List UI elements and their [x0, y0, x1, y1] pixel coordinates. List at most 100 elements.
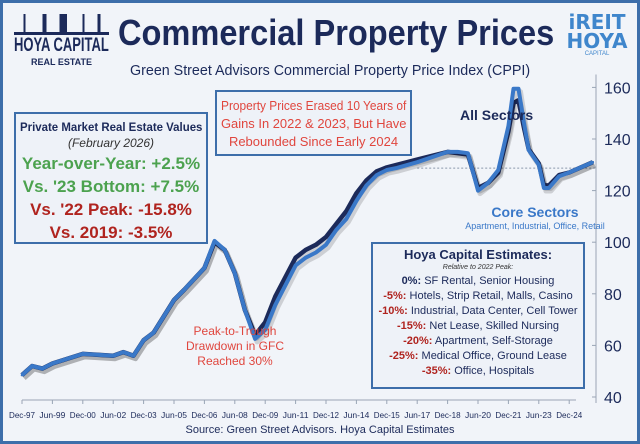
data-point	[568, 171, 571, 174]
data-point	[294, 264, 297, 267]
data-point	[132, 354, 135, 357]
callout-line: Gains In 2022 & 2023, But Have	[221, 116, 407, 131]
estimate-row: 0%: SF Rental, Senior Housing	[377, 274, 579, 289]
data-point	[334, 228, 338, 232]
data-point	[314, 243, 318, 246]
stats-date: (February 2026)	[67, 136, 155, 150]
data-point	[517, 87, 520, 90]
estimate-pct: -5%:	[383, 290, 407, 302]
estimate-sectors: Industrial, Data Center, Cell Tower	[410, 305, 578, 317]
estimate-pct: -35%:	[421, 365, 452, 377]
data-point	[375, 173, 378, 177]
x-tick-label: Dec-03	[131, 410, 157, 420]
data-point	[355, 199, 358, 203]
data-point	[112, 354, 115, 357]
data-point	[213, 239, 216, 243]
estimate-sectors: Hotels, Strip Retail, Malls, Casino	[409, 290, 573, 302]
data-point	[51, 362, 54, 365]
data-point	[395, 166, 399, 170]
hoya-capital-logo: HOYA CAPITAL REAL ESTATE	[14, 14, 109, 67]
data-point	[365, 179, 368, 182]
estimate-pct: -15%:	[396, 320, 427, 332]
stat-yoy: Year-over-Year: +2.5%	[21, 154, 201, 173]
stat-vs-22-peak: Vs. '22 Peak: -15.8%	[30, 200, 192, 219]
chart-subtitle: Green Street Advisors Commercial Propert…	[130, 62, 531, 79]
estimate-row: -25%: Medical Office, Ground Lease	[377, 349, 579, 364]
data-point	[20, 373, 24, 377]
x-tick-label: Dec-97	[9, 410, 35, 420]
estimate-sectors: SF Rental, Senior Housing	[424, 275, 555, 287]
data-point	[557, 174, 561, 178]
data-point	[507, 124, 510, 128]
callout-box: Property Prices Erased 10 Years of Gains…	[215, 90, 412, 156]
gfc-line: Drawdown in GFC	[185, 339, 285, 353]
data-point	[81, 352, 85, 356]
logo-right-line3: CAPITAL	[584, 51, 610, 57]
x-tick-label: Jun-14	[343, 410, 369, 420]
data-point	[512, 87, 515, 90]
data-point	[41, 367, 44, 370]
data-point	[253, 337, 257, 341]
estimate-sectors: Apartment, Self-Storage	[434, 335, 553, 347]
estimate-sectors: Net Lease, Skilled Nursing	[429, 320, 560, 332]
core-sectors-sublabel: Apartment, Industrial, Office, Retail	[465, 221, 605, 231]
logo-right-line1: iREIT	[568, 10, 626, 34]
estimate-pct: -10%:	[378, 305, 408, 317]
data-point	[334, 222, 338, 226]
data-point	[345, 217, 348, 221]
data-point	[547, 186, 551, 190]
data-point	[264, 320, 267, 324]
x-tick-label: Jun-05	[161, 410, 187, 420]
data-point	[446, 150, 449, 154]
chart-title: Commercial Property Prices	[118, 12, 555, 53]
data-point	[345, 210, 348, 213]
ireit-hoya-logo: iREIT HOYA CAPITAL	[564, 12, 630, 58]
stat-vs-2019: Vs. 2019: -3.5%	[49, 223, 173, 242]
x-tick-label: Dec-12	[313, 410, 339, 420]
estimate-row: -5%: Hotels, Strip Retail, Malls, Casino	[377, 289, 579, 304]
data-point	[456, 150, 459, 154]
data-point	[182, 288, 186, 292]
estimate-row: -15%: Net Lease, Skilled Nursing	[377, 319, 579, 334]
y-tick-label: 160	[604, 80, 631, 97]
data-point	[466, 151, 470, 155]
data-point	[274, 303, 277, 307]
data-point	[203, 266, 206, 270]
estimate-pct: -25%:	[389, 350, 419, 362]
x-tick-label: Dec-00	[70, 410, 96, 420]
logo-right-line2: HOYA	[566, 29, 628, 53]
data-point	[497, 168, 500, 172]
data-point	[522, 119, 525, 123]
data-point	[324, 235, 328, 239]
callout-line: Property Prices Erased 10 Years of	[221, 98, 407, 113]
data-point	[152, 331, 155, 334]
data-point	[30, 364, 34, 368]
estimate-sectors: Office, Hospitals	[454, 365, 535, 377]
logo-left-line2: REAL ESTATE	[30, 57, 92, 67]
estimate-sectors: Medical Office, Ground Lease	[421, 350, 567, 362]
gfc-annotation: Peak-to-Trough Drawdown in GFC Reached 3…	[160, 324, 310, 369]
logo-left-line1: HOYA CAPITAL	[14, 35, 109, 56]
gfc-line: Reached 30%	[197, 354, 273, 368]
data-point	[395, 163, 399, 166]
private-market-values-box: Private Market Real Estate Values (Febru…	[14, 112, 208, 244]
y-tick-label: 40	[604, 390, 622, 407]
x-tick-label: Dec-09	[252, 410, 278, 420]
x-tick-label: Jun-02	[100, 410, 126, 420]
data-point	[365, 184, 368, 187]
data-point	[537, 163, 540, 166]
skyline-icon	[14, 14, 109, 35]
callout-line: Rebounded Since Early 2024	[228, 134, 399, 149]
estimate-row: -35%: Office, Hospitals	[377, 364, 579, 379]
source-note: Source: Green Street Advisors. Hoya Capi…	[185, 424, 455, 436]
data-point	[142, 339, 145, 342]
estimates-subheading: Relative to 2022 Peak:	[442, 264, 514, 271]
stats-heading: Private Market Real Estate Values	[20, 120, 203, 134]
core-sectors-label: Core Sectors	[491, 204, 579, 220]
x-tick-label: Dec-06	[191, 410, 217, 420]
data-point	[122, 350, 125, 354]
data-point	[375, 170, 378, 173]
y-tick-label: 140	[604, 132, 631, 149]
y-tick-label: 60	[604, 338, 622, 355]
